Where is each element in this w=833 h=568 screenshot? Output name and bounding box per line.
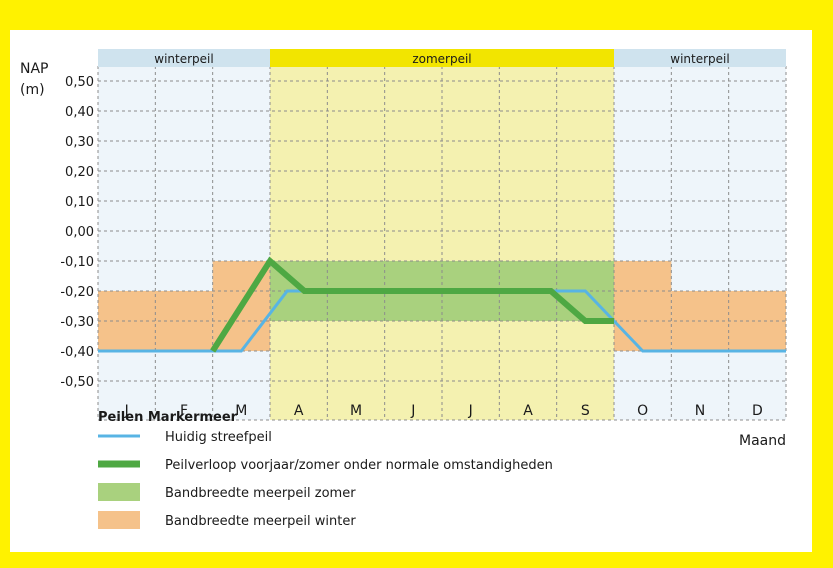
month-label: N bbox=[695, 403, 705, 419]
season-header-2 bbox=[614, 49, 786, 67]
season-background-0 bbox=[98, 66, 270, 420]
winter-band-2 bbox=[614, 261, 672, 351]
season-background-2 bbox=[614, 66, 786, 420]
month-label: M bbox=[235, 403, 247, 419]
month-label: M bbox=[350, 403, 362, 419]
legend-swatch bbox=[98, 483, 140, 501]
month-label: D bbox=[752, 403, 763, 419]
y-tick-label: 0,20 bbox=[65, 165, 94, 180]
season-header-1 bbox=[270, 49, 614, 67]
month-label: J bbox=[410, 403, 415, 419]
legend-swatch bbox=[98, 511, 140, 529]
legend-label: Bandbreedte meerpeil zomer bbox=[165, 486, 356, 501]
month-label: F bbox=[180, 403, 188, 419]
month-label: J bbox=[124, 403, 129, 419]
y-tick-label: 0,40 bbox=[65, 105, 94, 120]
y-tick-label: -0,30 bbox=[60, 315, 94, 330]
y-tick-label: 0,00 bbox=[65, 225, 94, 240]
chart-card: winterpeil zomerpeil winterpeil 0,50 0,40 0,… bbox=[10, 30, 812, 552]
month-label: S bbox=[581, 403, 590, 419]
y-axis-unit: (m) bbox=[20, 82, 45, 98]
season-header-0 bbox=[98, 49, 270, 67]
season-label: winterpeil bbox=[670, 52, 729, 66]
y-tick-label: -0,50 bbox=[60, 375, 94, 390]
legend-title: Peilen Markermeer bbox=[98, 410, 238, 425]
legend-label: Huidig streefpeil bbox=[165, 430, 272, 445]
chart-svg: winterpeil zomerpeil winterpeil 0,50 0,40 0,… bbox=[20, 49, 787, 529]
month-label: O bbox=[637, 403, 648, 419]
season-label: zomerpeil bbox=[412, 52, 471, 66]
legend-label: Peilverloop voorjaar/zomer onder normale… bbox=[165, 458, 553, 473]
season-label: winterpeil bbox=[154, 52, 213, 66]
y-tick-label: -0,40 bbox=[60, 345, 94, 360]
legend-label: Bandbreedte meerpeil winter bbox=[165, 514, 356, 529]
y-tick-label: -0,20 bbox=[60, 285, 94, 300]
y-axis-label: NAP bbox=[20, 61, 49, 77]
y-tick-label: -0,10 bbox=[60, 255, 94, 270]
x-axis-label: Maand bbox=[739, 433, 786, 449]
month-label: A bbox=[523, 403, 533, 419]
y-tick-label: 0,30 bbox=[65, 135, 94, 150]
y-tick-label: 0,50 bbox=[65, 75, 94, 90]
month-label: J bbox=[468, 403, 473, 419]
series-line-1 bbox=[210, 256, 614, 353]
month-label: A bbox=[294, 403, 304, 419]
y-tick-label: 0,10 bbox=[65, 195, 94, 210]
